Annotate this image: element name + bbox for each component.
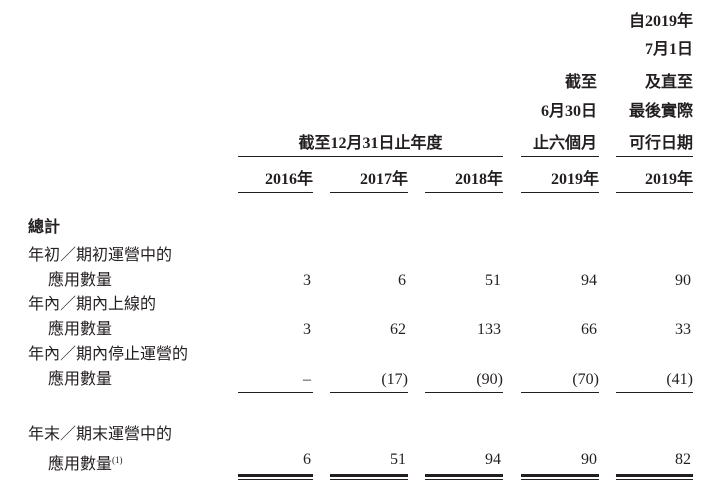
header-rule <box>521 156 599 157</box>
row-value: 133 <box>477 321 501 338</box>
row-value: 66 <box>581 321 597 338</box>
col4-header-line: 止六個月 <box>532 135 597 152</box>
section-title: 總計 <box>28 219 61 236</box>
row-value: (41) <box>666 371 693 388</box>
total-double-rule <box>425 474 503 480</box>
row-label: 應用數量 <box>48 321 113 338</box>
row-value: 33 <box>675 321 691 338</box>
row-value: 3 <box>303 272 311 289</box>
col4-header-line: 6月30日 <box>540 103 597 120</box>
footnote-marker: (1) <box>112 455 123 465</box>
row-label: 年初／期初運營中的 <box>28 247 173 264</box>
row-value: 62 <box>390 321 406 338</box>
row-value: 3 <box>303 321 311 338</box>
row-label: 應用數量 <box>48 371 113 388</box>
col5-header-line: 7月1日 <box>644 41 693 58</box>
header-rule <box>616 156 693 157</box>
total-double-rule <box>330 474 408 480</box>
row-value: 6 <box>398 272 406 289</box>
row-value: (17) <box>381 371 408 388</box>
row-label: 應用數量 <box>48 272 113 289</box>
total-label: 年末／期末運營中的 <box>28 426 173 443</box>
subtotal-rule <box>238 392 313 393</box>
row-value: 94 <box>581 272 597 289</box>
row-label: 年內／期內上線的 <box>28 296 157 313</box>
year-header: 2018年 <box>454 171 503 188</box>
col4-header-line: 截至 <box>564 74 597 91</box>
row-label: 年內／期內停止運營的 <box>28 346 189 363</box>
row-value: – <box>303 371 311 388</box>
total-label: 應用數量(1) <box>48 455 123 473</box>
year-rule <box>425 192 503 193</box>
year-rule <box>616 192 693 193</box>
total-value: 51 <box>390 451 406 468</box>
subtotal-rule <box>616 392 693 393</box>
total-value: 94 <box>485 451 501 468</box>
total-value: 82 <box>675 451 691 468</box>
year-header: 2017年 <box>359 171 408 188</box>
total-value: 6 <box>303 451 311 468</box>
year-header: 2019年 <box>550 171 599 188</box>
year-rule <box>238 192 313 193</box>
row-value: 90 <box>675 272 691 289</box>
total-double-rule <box>521 474 599 480</box>
row-value: (70) <box>572 371 599 388</box>
header-rule <box>238 156 503 157</box>
subtotal-rule <box>330 392 408 393</box>
year-rule <box>521 192 599 193</box>
year-rule <box>330 192 408 193</box>
total-double-rule <box>238 474 313 480</box>
subtotal-rule <box>425 392 503 393</box>
col5-header-line: 最後實際 <box>628 103 693 120</box>
year-header: 2016年 <box>264 171 313 188</box>
year-header: 2019年 <box>644 171 693 188</box>
col5-header-line: 及直至 <box>644 74 693 91</box>
total-double-rule <box>616 474 693 480</box>
col5-header-line: 自2019年 <box>628 13 693 30</box>
group-header: 截至12月31日止年度 <box>298 135 443 152</box>
row-value: 51 <box>485 272 501 289</box>
subtotal-rule <box>521 392 599 393</box>
row-value: (90) <box>476 371 503 388</box>
col5-header-line: 可行日期 <box>628 135 693 152</box>
total-value: 90 <box>581 451 597 468</box>
